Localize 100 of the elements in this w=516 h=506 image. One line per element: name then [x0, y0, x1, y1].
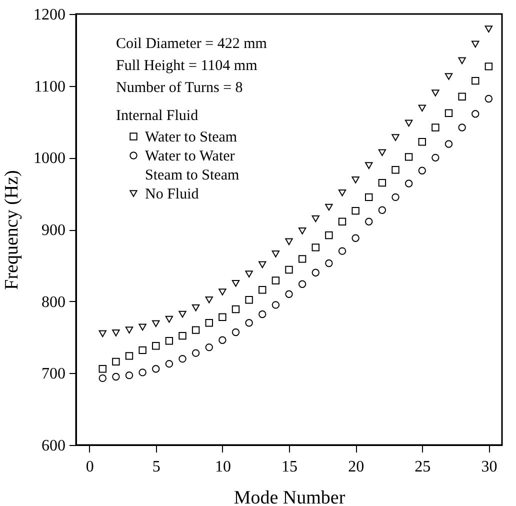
- point: [325, 259, 333, 268]
- point: [418, 104, 426, 112]
- point: [325, 231, 333, 240]
- point: [165, 336, 174, 345]
- point: [458, 124, 466, 132]
- point: [312, 268, 320, 276]
- point: [458, 57, 466, 64]
- point: [352, 234, 360, 242]
- point: [112, 358, 120, 366]
- point: [125, 326, 134, 334]
- point: [484, 62, 493, 70]
- point: [472, 110, 480, 118]
- point: [138, 368, 146, 376]
- point: [312, 244, 320, 252]
- point: [352, 206, 360, 215]
- point: [125, 352, 134, 360]
- point: [378, 149, 386, 156]
- annotation: Full Height = 1104 mm: [116, 58, 258, 74]
- x-tick-label: 20: [348, 458, 364, 476]
- y-tick-label: 600: [42, 438, 66, 454]
- annotation: Coil Diameter = 422 mm: [116, 36, 268, 52]
- point: [285, 290, 293, 298]
- legend-label: Steam to Steam: [145, 168, 240, 184]
- point: [258, 310, 266, 318]
- point: [298, 228, 306, 234]
- y-tick-label: 1200: [34, 6, 66, 24]
- legend-title: Internal Fluid: [116, 108, 199, 124]
- point: [378, 178, 386, 187]
- point: [112, 372, 120, 381]
- point: [432, 154, 440, 162]
- point: [444, 73, 453, 80]
- point: [152, 342, 160, 350]
- point: [365, 162, 373, 169]
- point: [232, 305, 240, 314]
- y-tick-label: 800: [42, 294, 66, 311]
- point: [484, 94, 493, 103]
- point: [218, 336, 226, 344]
- point: [165, 316, 174, 323]
- x-tick-label: 15: [282, 458, 298, 476]
- point: [138, 324, 146, 331]
- point: [192, 304, 200, 312]
- point: [432, 90, 440, 96]
- point: [138, 346, 146, 354]
- point: [205, 343, 213, 352]
- point: [392, 193, 400, 202]
- point: [205, 319, 213, 327]
- point: [392, 166, 400, 174]
- point: [112, 330, 120, 336]
- point: [98, 330, 106, 338]
- point: [378, 206, 386, 214]
- point: [298, 280, 306, 288]
- point: [404, 180, 413, 188]
- x-tick-label: 30: [481, 458, 498, 476]
- point: [285, 238, 293, 246]
- point: [258, 286, 266, 294]
- y-axis-title: Frequency (Hz): [2, 170, 22, 290]
- point: [165, 360, 174, 368]
- point: [472, 76, 480, 85]
- point: [245, 270, 253, 278]
- point: [338, 189, 346, 196]
- point: [404, 153, 413, 161]
- legend-label: Water to Steam: [145, 130, 238, 146]
- point: [418, 166, 426, 174]
- point: [365, 218, 373, 226]
- point: [245, 319, 253, 327]
- point: [178, 310, 186, 318]
- annotation: Number of Turns = 8: [116, 80, 243, 96]
- point: [152, 365, 160, 373]
- point: [472, 40, 480, 48]
- point: [365, 193, 373, 202]
- point: [444, 109, 453, 117]
- y-tick-label: 1100: [34, 78, 66, 96]
- point: [232, 280, 240, 287]
- point: [325, 204, 333, 211]
- y-tick-label: 700: [42, 366, 66, 383]
- point: [285, 266, 293, 274]
- point: [232, 328, 240, 336]
- y-tick-label: 1000: [34, 150, 66, 168]
- point: [404, 120, 413, 127]
- point: [192, 326, 200, 334]
- point: [258, 261, 266, 268]
- point: [338, 218, 346, 226]
- x-axis-title: Mode Number: [234, 488, 346, 506]
- x-tick-label: 25: [414, 458, 431, 476]
- x-tick-label: 5: [152, 458, 160, 476]
- point: [272, 250, 280, 258]
- point: [338, 247, 346, 255]
- point: [418, 138, 426, 146]
- point: [98, 374, 106, 382]
- point: [178, 332, 186, 340]
- point: [272, 276, 280, 284]
- point: [98, 365, 106, 373]
- point: [218, 288, 226, 296]
- point: [125, 371, 134, 380]
- legend-label: Water to Water: [145, 148, 235, 164]
- point: [205, 296, 213, 304]
- point: [178, 354, 186, 363]
- point: [245, 296, 253, 304]
- point: [458, 92, 466, 100]
- point: [432, 124, 440, 132]
